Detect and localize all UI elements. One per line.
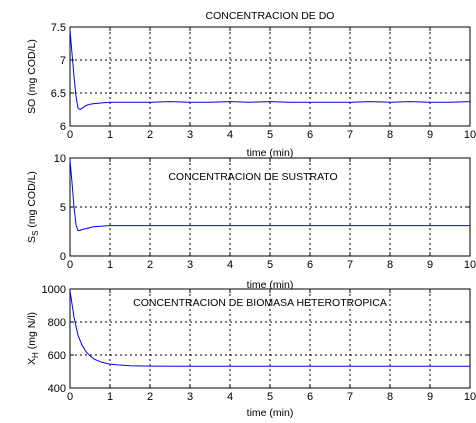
series-line (69, 290, 470, 367)
y-tick-label: 6.5 (51, 88, 66, 100)
x-tick-label: 10 (464, 129, 476, 141)
y-axis-label: XH (mg N/l) (26, 312, 40, 365)
x-tick-label: 3 (187, 129, 193, 141)
y-tick-label: 7.5 (51, 22, 66, 34)
x-tick-label: 4 (227, 259, 233, 271)
x-tick-label: 1 (107, 129, 113, 141)
y-axis-label: SS (mg COD/L) (26, 171, 40, 243)
y-tick-label: 400 (48, 383, 66, 395)
y-axis-label-main: S (26, 236, 38, 243)
x-tick-label: 3 (187, 391, 193, 403)
x-tick-label: 0 (67, 391, 73, 403)
x-tick-label: 7 (347, 391, 353, 403)
y-axis-label-sub: H (31, 352, 40, 358)
x-tick-label: 4 (227, 129, 233, 141)
chart-panel-do: 0 1 2 3 4 5 6 7 8 9 10 6 6.5 7 7.5 time (min) SO (mg COD… (26, 10, 476, 159)
y-tick-label: 7 (60, 55, 66, 67)
x-tick-label: 7 (347, 129, 353, 141)
x-tick-label: 5 (267, 259, 273, 271)
x-tick-label: 9 (427, 129, 433, 141)
x-tick-label: 6 (307, 259, 313, 271)
x-tick-label: 5 (267, 129, 273, 141)
x-tick-label: 5 (267, 391, 273, 403)
y-axis-label: SO (mg COD/L) (26, 39, 38, 114)
x-tick-label: 0 (67, 129, 73, 141)
y-tick-label: 10 (54, 153, 66, 165)
x-tick-label: 10 (464, 259, 476, 271)
x-tick-label: 10 (464, 391, 476, 403)
x-tick-label: 6 (307, 391, 313, 403)
x-tick-label: 2 (147, 391, 153, 403)
x-tick-label: 2 (147, 129, 153, 141)
chart-panel-biomasa: 0 1 2 3 4 5 6 7 8 9 10 400 600 800 1000 time (min) XH (m… (26, 284, 476, 419)
x-tick-label: 8 (387, 129, 393, 141)
y-axis-label-unit: (mg COD/L) (26, 171, 38, 231)
x-tick-label: 9 (427, 259, 433, 271)
y-tick-label: 800 (48, 317, 66, 329)
series-line (69, 30, 471, 111)
series-line (69, 159, 470, 231)
x-tick-label: 1 (107, 259, 113, 271)
x-tick-label: 8 (387, 259, 393, 271)
y-tick-label: 0 (60, 251, 66, 263)
x-tick-label: 6 (307, 129, 313, 141)
y-tick-label: 6 (60, 121, 66, 133)
x-tick-label: 7 (347, 259, 353, 271)
chart-title: CONCENTRACION DE SUSTRATO (168, 171, 337, 183)
chart-panel-sustrato: 0 1 2 3 4 5 6 7 8 9 10 0 5 10 time (min) SS (mg COD/L) C… (26, 153, 476, 291)
chart-title: CONCENTRACION DE DO (206, 10, 335, 22)
x-tick-label: 0 (67, 259, 73, 271)
y-axis-label-main: X (26, 358, 38, 365)
x-tick-label: 3 (187, 259, 193, 271)
y-tick-label: 1000 (42, 284, 66, 296)
x-tick-label: 8 (387, 391, 393, 403)
x-axis-label: time (min) (247, 279, 294, 291)
x-axis-label: time (min) (247, 407, 294, 419)
x-axis-label: time (min) (247, 147, 294, 159)
x-tick-label: 2 (147, 259, 153, 271)
y-tick-label: 600 (48, 350, 66, 362)
x-tick-label: 1 (107, 391, 113, 403)
y-axis-label-sub: S (31, 231, 40, 236)
chart-title: CONCENTRACION DE BIOMASA HETEROTROPICA (133, 297, 387, 309)
x-tick-label: 4 (227, 391, 233, 403)
x-tick-label: 9 (427, 391, 433, 403)
y-tick-label: 5 (60, 202, 66, 214)
axes-box (69, 26, 471, 127)
y-axis-label-unit: (mg N/l) (26, 312, 38, 352)
